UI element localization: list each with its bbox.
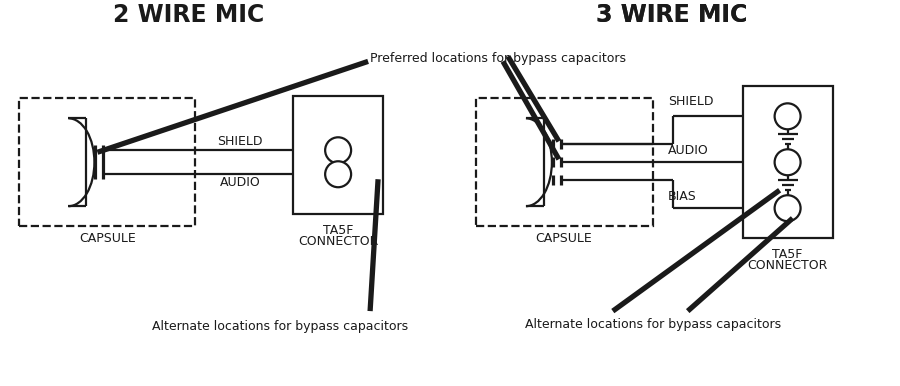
Text: CAPSULE: CAPSULE [79,232,136,245]
Text: 2 WIRE MIC: 2 WIRE MIC [112,3,264,27]
Circle shape [775,149,801,175]
Circle shape [325,137,351,163]
Circle shape [775,103,801,129]
Text: CAPSULE: CAPSULE [536,232,592,245]
Bar [476,98,652,226]
Text: 3 WIRE MIC: 3 WIRE MIC [596,3,747,27]
Bar [742,86,833,238]
Text: TA5F: TA5F [323,224,354,237]
Bar [293,96,383,214]
Text: SHIELD: SHIELD [218,135,263,148]
Text: AUDIO: AUDIO [220,176,261,189]
Text: AUDIO: AUDIO [668,144,708,157]
Circle shape [325,161,351,187]
Bar [19,98,195,226]
Text: Alternate locations for bypass capacitors: Alternate locations for bypass capacitor… [152,320,409,333]
Text: TA5F: TA5F [772,248,803,261]
Text: CONNECTOR: CONNECTOR [747,259,828,272]
Circle shape [775,195,801,221]
Text: Alternate locations for bypass capacitors: Alternate locations for bypass capacitor… [525,318,781,330]
Text: CONNECTOR: CONNECTOR [298,235,378,248]
Text: Preferred locations for bypass capacitors: Preferred locations for bypass capacitor… [370,52,626,65]
Text: SHIELD: SHIELD [668,95,713,108]
Text: 3 WIRE MIC: 3 WIRE MIC [596,3,747,27]
Text: BIAS: BIAS [668,190,697,203]
